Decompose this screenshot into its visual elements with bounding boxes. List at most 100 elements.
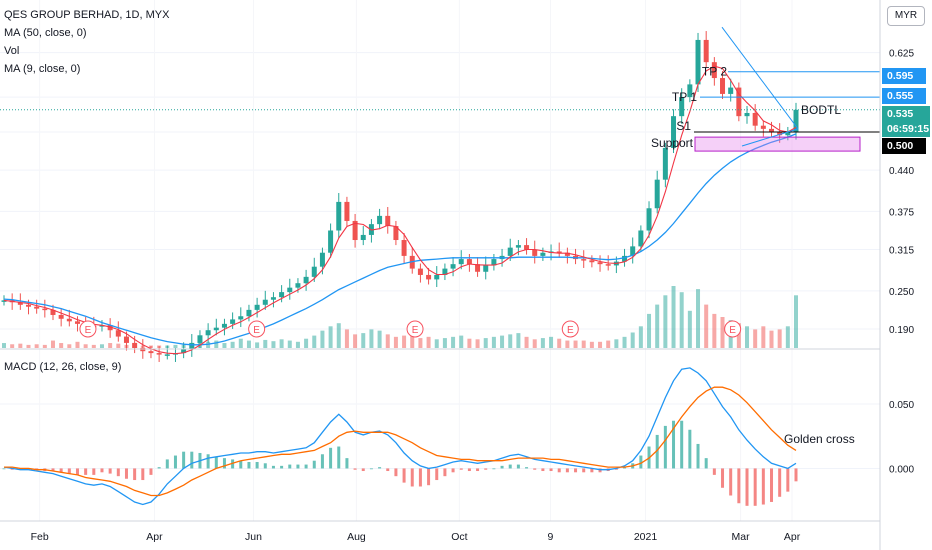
- volume-bar: [598, 342, 602, 348]
- price-tag-s1: 0.500: [882, 138, 926, 154]
- volume-bar: [704, 305, 708, 348]
- macd-hist-bar: [182, 452, 185, 469]
- candle-body: [516, 245, 521, 248]
- macd-hist-bar: [92, 468, 95, 474]
- candle-body: [197, 335, 202, 343]
- volume-bar: [533, 339, 537, 348]
- candle-body: [753, 113, 758, 126]
- price-tick-label: 0.315: [889, 246, 914, 257]
- volume-bar: [108, 343, 112, 348]
- macd-hist-bar: [296, 465, 299, 469]
- ma50-line: [4, 134, 796, 345]
- volume-bar: [26, 345, 30, 348]
- support-zone: [695, 137, 860, 151]
- candle-body: [467, 259, 472, 264]
- volume-bar: [549, 337, 553, 348]
- macd-hist-bar: [460, 468, 463, 469]
- volume-bar: [247, 341, 251, 348]
- macd-hist-bar: [362, 468, 365, 471]
- volume-bar: [361, 333, 365, 348]
- symbol-title[interactable]: QES GROUP BERHAD, 1D, MYX: [4, 6, 169, 24]
- candle-body: [59, 315, 64, 319]
- candle-body: [720, 78, 725, 94]
- volume-bar: [557, 339, 561, 348]
- macd-hist-bar: [443, 468, 446, 476]
- macd-hist-bar: [370, 468, 373, 469]
- volume-bar: [778, 329, 782, 348]
- ma9-legend[interactable]: MA (9, close, 0): [4, 60, 169, 78]
- candle-body: [581, 259, 586, 261]
- price-candles[interactable]: [2, 31, 799, 362]
- volume-bar: [500, 336, 504, 348]
- candle-body: [312, 267, 317, 277]
- candle-body: [42, 309, 47, 311]
- candle-body: [287, 288, 292, 292]
- macd-hist-bar: [239, 461, 242, 469]
- volume-bar: [353, 334, 357, 348]
- indicator-legend: QES GROUP BERHAD, 1D, MYX MA (50, close,…: [4, 6, 169, 78]
- vol-legend[interactable]: Vol: [4, 42, 169, 60]
- volume-bar: [402, 336, 406, 348]
- volume-bar: [2, 343, 6, 348]
- tp1-label: TP 1: [672, 90, 697, 104]
- macd-hist-bar: [786, 468, 789, 491]
- volume-bar: [43, 345, 47, 348]
- macd-hist-bar: [215, 457, 218, 469]
- volume-bar: [263, 340, 267, 348]
- candle-body: [532, 250, 537, 256]
- macd-tick-label: 0.000: [889, 464, 914, 475]
- volume-bar: [484, 338, 488, 348]
- candle-body: [328, 230, 333, 252]
- candle-body: [606, 264, 611, 266]
- candle-body: [34, 307, 39, 309]
- currency-button[interactable]: MYR: [887, 6, 925, 26]
- macd-title[interactable]: MACD (12, 26, close, 9): [4, 358, 121, 376]
- support-label: Support: [651, 136, 694, 150]
- macd-hist-bar: [141, 468, 144, 480]
- volume-bar: [369, 329, 373, 348]
- macd-hist-bar: [305, 465, 308, 469]
- macd-hist-bar: [541, 468, 544, 471]
- macd-hist-bar: [174, 456, 177, 469]
- candle-body: [336, 202, 341, 231]
- macd-hist-bar: [125, 468, 128, 478]
- macd-hist-bar: [149, 468, 152, 474]
- macd-hist-bar: [386, 468, 389, 471]
- time-tick-label: Aug: [347, 531, 366, 543]
- volume-bar: [688, 311, 692, 348]
- macd-hist-bar: [133, 468, 136, 480]
- macd-hist-bar: [403, 468, 406, 482]
- macd-hist-bar: [435, 468, 438, 480]
- macd-hist-bar: [558, 468, 561, 472]
- candle-body: [377, 216, 382, 224]
- candle-body: [663, 148, 668, 180]
- volume-bar: [280, 339, 284, 348]
- volume-bar: [541, 338, 545, 348]
- macd-hist-bar: [190, 452, 193, 469]
- volume-bar: [231, 342, 235, 348]
- volume-bar: [394, 337, 398, 348]
- volume-bar: [672, 286, 676, 348]
- macd-hist-bar: [337, 447, 340, 469]
- volume-bar: [647, 314, 651, 348]
- candle-body: [589, 260, 594, 262]
- golden-cross-label: Golden cross: [784, 432, 855, 446]
- ma50-legend[interactable]: MA (50, close, 0): [4, 24, 169, 42]
- macd-hist-bar: [378, 467, 381, 468]
- macd-hist-bar: [509, 465, 512, 469]
- candle-body: [116, 330, 121, 336]
- candle-body: [434, 275, 439, 279]
- macd-hist-bar: [729, 468, 732, 495]
- volume-bar: [10, 344, 14, 348]
- volume-bar: [639, 326, 643, 348]
- macd-hist-bar: [394, 468, 397, 476]
- candle-body: [140, 348, 145, 351]
- volume-bar: [386, 334, 390, 348]
- candle-body: [524, 245, 529, 249]
- candle-body: [295, 283, 300, 287]
- macd-hist-bar: [778, 468, 781, 496]
- time-tick-label: Oct: [451, 531, 467, 543]
- candle-body: [214, 328, 219, 331]
